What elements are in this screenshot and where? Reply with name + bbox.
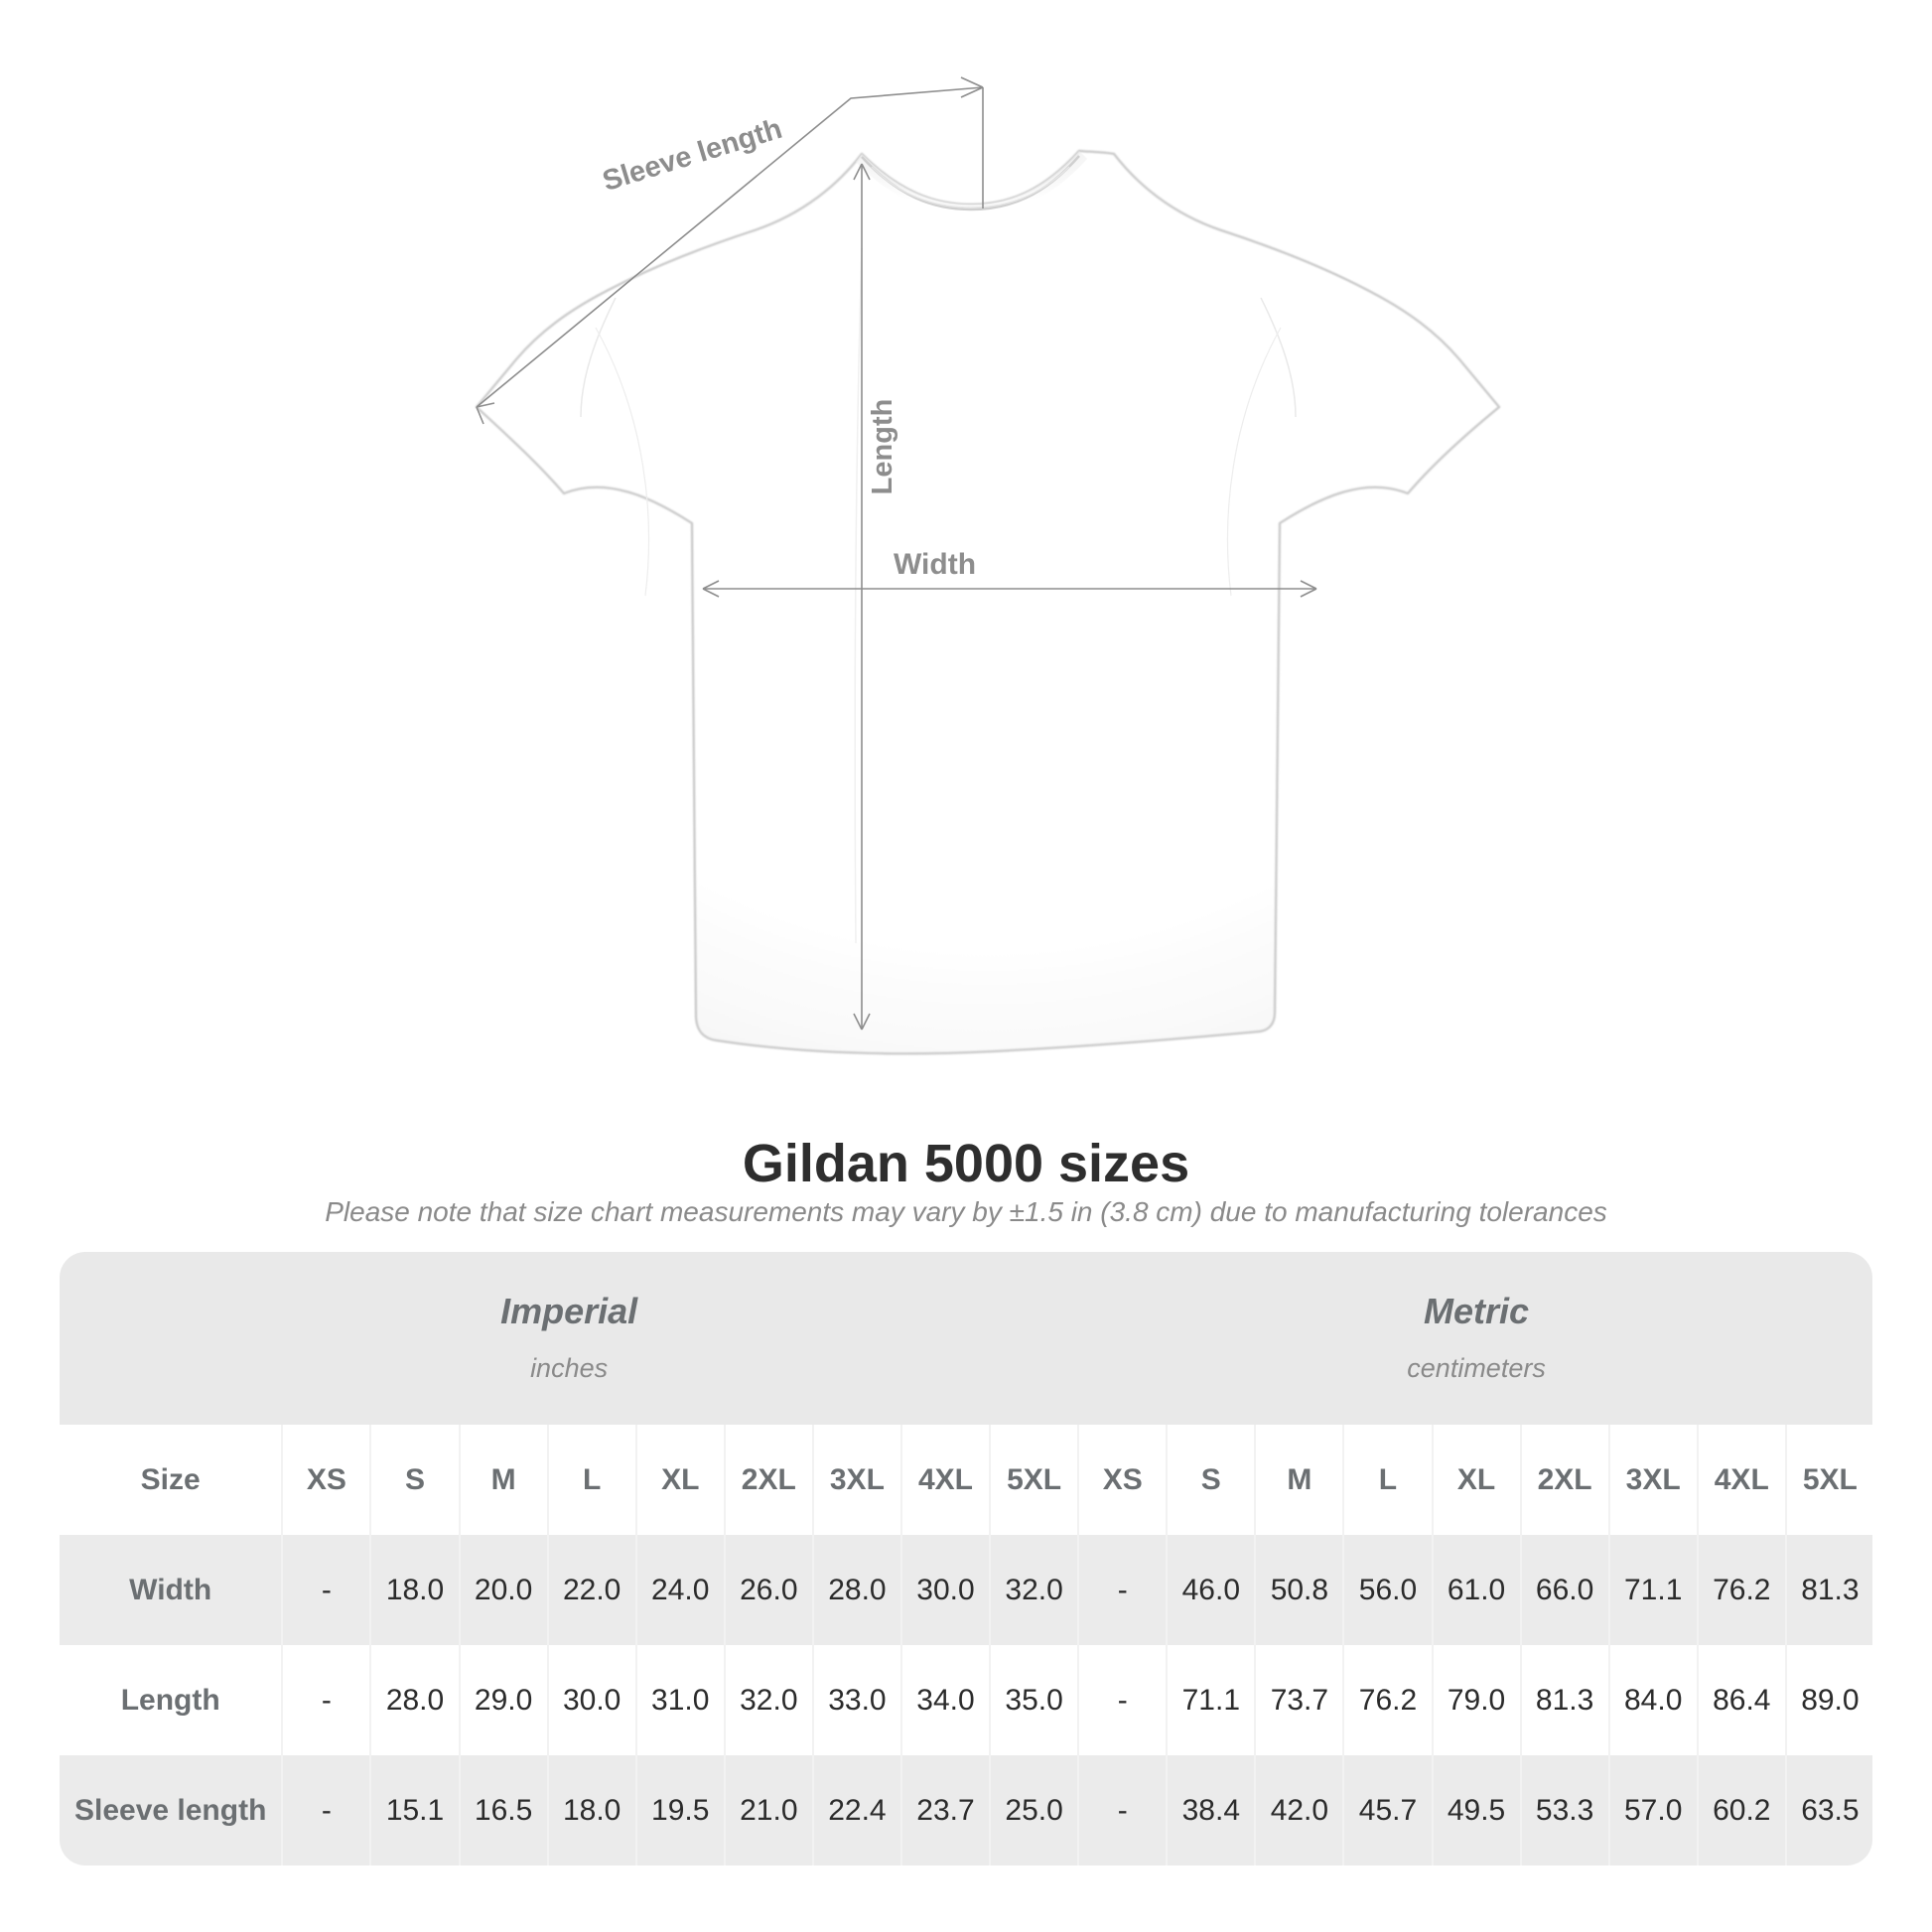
- svg-text:Length: Length: [867, 399, 898, 495]
- svg-text:Sleeve length: Sleeve length: [599, 113, 785, 198]
- svg-text:Width: Width: [894, 548, 976, 581]
